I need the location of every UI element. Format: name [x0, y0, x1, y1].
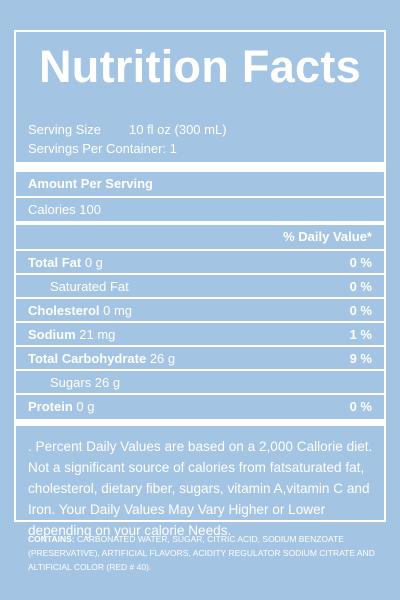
bottom-divider	[16, 419, 384, 426]
serving-size-value: 10 fl oz (300 mL)	[128, 122, 227, 137]
nutrient-name: Saturated Fat	[50, 279, 129, 294]
nutrient-dv: 0 %	[349, 255, 372, 270]
label-title: Nutrition Facts	[38, 41, 361, 92]
nutrient-row: Saturated Fat 0 %	[16, 273, 384, 297]
nutrient-name: Total Carbohydrate	[28, 351, 147, 366]
nutrient-name: Cholesterol	[28, 303, 100, 318]
servings-per-container: Servings Per Container: 1	[28, 141, 177, 156]
daily-value-footnote: . Percent Daily Values are based on a 2,…	[28, 439, 373, 538]
nutrient-row: Sodium 21 mg 1 %	[16, 321, 384, 345]
nutrient-dv: 0 %	[349, 303, 372, 318]
medium-divider	[16, 221, 384, 225]
nutrient-row: Total Carbohydrate 26 g 9 %	[16, 345, 384, 369]
thick-divider	[16, 162, 384, 172]
nutrient-amount: 0 mg	[99, 303, 133, 318]
nutrient-name: Total Fat	[28, 255, 82, 270]
nutrient-name: Sugars 26 g	[50, 375, 121, 390]
ingredients-statement: CONTAINS: CARBONATED WATER, SUGAR, CITRI…	[28, 532, 378, 574]
nutrient-amount: 21 mg	[75, 327, 116, 342]
nutrient-amount: 0 g	[81, 255, 103, 270]
nutrient-row: Sugars 26 g	[16, 369, 384, 393]
nutrient-row: Total Fat 0 g 0 %	[16, 249, 384, 273]
nutrient-name: Sodium	[28, 327, 76, 342]
nutrient-dv: 0 %	[349, 279, 372, 294]
nutrient-dv: 0 %	[349, 399, 372, 414]
contains-label: CONTAINS:	[28, 534, 75, 544]
nutrient-name: Protein	[28, 399, 73, 414]
daily-value-header-row: % Daily Value*	[16, 225, 384, 249]
amount-per-serving-row: Amount Per Serving	[16, 172, 384, 196]
amount-per-serving: Amount Per Serving	[28, 176, 153, 191]
nutrient-amount: 0 g	[72, 399, 95, 414]
nutrition-label: Nutrition Facts Serving Size 10 fl oz (30…	[14, 30, 386, 538]
contains-text: CARBONATED WATER, SUGAR, CITRIC ACID, SO…	[28, 534, 375, 572]
nutrient-row: Cholesterol 0 mg 0 %	[16, 297, 384, 321]
calories: Calories 100	[28, 202, 101, 217]
calories-row: Calories 100	[16, 196, 384, 220]
serving-size-label: Serving Size	[28, 122, 101, 137]
nutrient-dv: 1 %	[349, 327, 372, 342]
nutrient-row: Protein 0 g 0 %	[16, 393, 384, 417]
nutrient-amount: 26 g	[146, 351, 176, 366]
daily-value-header: % Daily Value*	[283, 229, 372, 244]
nutrient-dv: 9 %	[349, 351, 372, 366]
serving-size: Serving Size 10 fl oz (300 mL)	[28, 121, 227, 138]
